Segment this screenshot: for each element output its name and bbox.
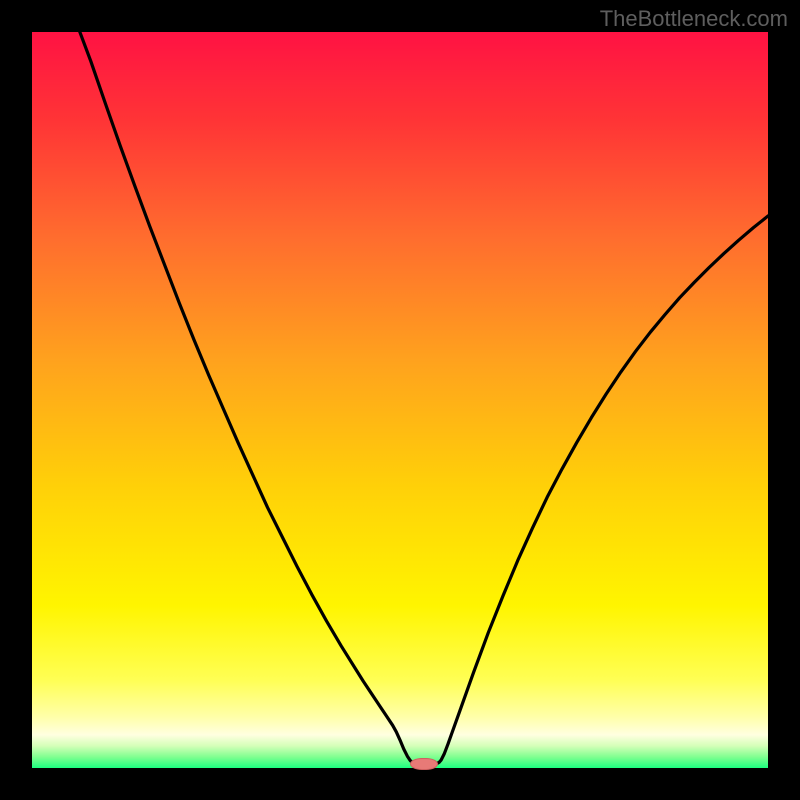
chart-container: TheBottleneck.com (0, 0, 800, 800)
minimum-marker (410, 758, 438, 770)
watermark-text: TheBottleneck.com (600, 6, 788, 32)
plot-area (32, 32, 768, 768)
